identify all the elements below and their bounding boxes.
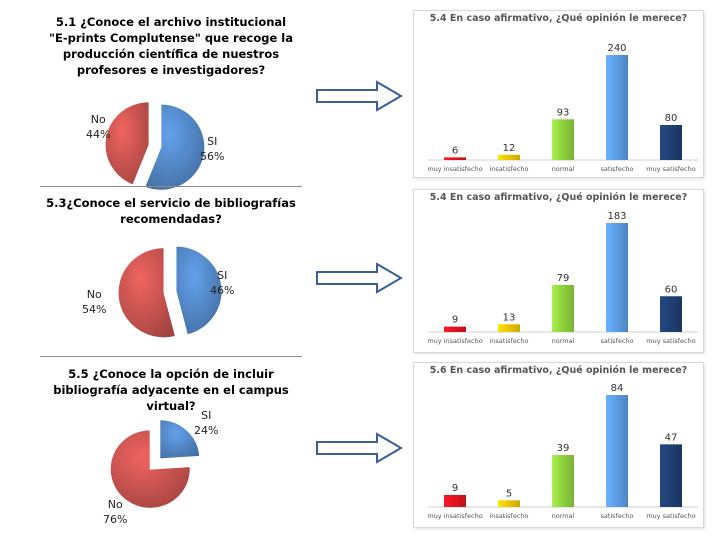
- pie-slice-si: [175, 245, 223, 336]
- bar-normal: [552, 119, 574, 160]
- bar-muy-insatisfecho: [444, 326, 466, 332]
- bar-normal: [552, 284, 574, 332]
- pie-chart-bibliografias: [117, 245, 223, 339]
- right-arrow-icon: [316, 80, 403, 112]
- bar-category-label: muy satisfecho: [646, 337, 695, 345]
- bar-chart-panel: 5.6 En caso afirmativo, ¿Qué opinión le …: [413, 362, 704, 528]
- bar-value-label: 183: [607, 211, 626, 222]
- bar-value-label: 60: [665, 284, 678, 295]
- pie-label-si: SI 24%: [194, 409, 219, 437]
- bar-category-label: normal: [552, 165, 575, 173]
- bar-value-label: 84: [611, 383, 624, 394]
- section-divider: [40, 186, 302, 187]
- bar-muy-insatisfecho: [444, 157, 466, 160]
- pie-chart-campus-virtual: [109, 419, 201, 509]
- bar-category-label: satisfecho: [600, 165, 633, 173]
- pie-slice-no: [117, 247, 177, 339]
- pie-label-no: No 54%: [82, 288, 107, 316]
- bar-satisfecho: [606, 395, 628, 507]
- bar-value-label: 12: [503, 143, 516, 154]
- bar-value-label: 79: [557, 273, 570, 284]
- bar-value-label: 240: [607, 43, 626, 54]
- bar-insatisfecho: [498, 154, 520, 160]
- bar-category-label: muy satisfecho: [646, 165, 695, 173]
- bar-insatisfecho: [498, 500, 520, 507]
- bar-muy-insatisfecho: [444, 495, 466, 507]
- bar-category-label: muy satisfecho: [646, 512, 695, 520]
- bar-satisfecho: [606, 223, 628, 332]
- bar-chart-eprints-opinion: 6 muy insatisfecho 12 insatisfecho 93 normal 2…: [427, 43, 698, 173]
- pie-chart-title: 5.1 ¿Conoce el archivo institucional "E-…: [49, 15, 293, 77]
- bar-category-label: insatisfecho: [490, 165, 529, 173]
- bar-category-label: muy insatisfecho: [427, 337, 482, 345]
- right-arrow-icon: [316, 432, 403, 464]
- bar-insatisfecho: [498, 324, 520, 332]
- bar-category-label: insatisfecho: [490, 337, 529, 345]
- pie-chart-eprints: [104, 101, 206, 191]
- pie-label-no: No 44%: [86, 113, 111, 141]
- bar-chart-campus-opinion: 9 muy insatisfecho 5 insatisfecho 39 normal 84…: [427, 383, 698, 520]
- bar-satisfecho: [606, 55, 628, 160]
- bar-normal: [552, 455, 574, 507]
- bar-chart-title: 5.4 En caso afirmativo, ¿Qué opinión le …: [429, 13, 688, 24]
- bar-value-label: 9: [452, 315, 458, 326]
- bar-value-label: 5: [506, 488, 512, 499]
- bar-category-label: normal: [552, 512, 575, 520]
- bar-value-label: 80: [665, 113, 678, 124]
- section-divider: [40, 356, 302, 357]
- bar-chart-panel: 5.4 En caso afirmativo, ¿Qué opinión le …: [413, 10, 704, 178]
- pie-label-no: No 76%: [103, 498, 128, 526]
- bar-value-label: 6: [452, 145, 458, 156]
- bar-value-label: 39: [557, 443, 570, 454]
- bar-chart-panel: 5.4 En caso afirmativo, ¿Qué opinión le …: [413, 189, 704, 353]
- bar-chart-title: 5.4 En caso afirmativo, ¿Qué opinión le …: [429, 192, 688, 203]
- pie-chart-title: 5.5 ¿Conoce la opción de incluir bibliog…: [53, 367, 289, 413]
- bar-category-label: muy insatisfecho: [427, 512, 482, 520]
- bar-muy-satisfecho: [660, 125, 682, 160]
- bar-value-label: 93: [557, 107, 570, 118]
- bar-muy-satisfecho: [660, 296, 682, 332]
- bar-value-label: 47: [665, 432, 678, 443]
- bar-category-label: insatisfecho: [490, 512, 529, 520]
- bar-chart-title: 5.6 En caso afirmativo, ¿Qué opinión le …: [429, 365, 688, 376]
- pie-slice-si: [144, 103, 206, 191]
- bar-category-label: normal: [552, 337, 575, 345]
- pie-label-si: SI 56%: [200, 135, 225, 163]
- bar-category-label: satisfecho: [600, 512, 633, 520]
- bar-category-label: satisfecho: [600, 337, 633, 345]
- pie-slice-no: [104, 101, 150, 186]
- bar-chart-bibliografias-opinion: 9 muy insatisfecho 13 insatisfecho 79 normal 1…: [427, 211, 698, 345]
- pie-chart-title: 5.3¿Conoce el servicio de bibliografías …: [46, 196, 296, 226]
- pie-slice-si: [159, 419, 201, 460]
- bar-category-label: muy insatisfecho: [427, 165, 482, 173]
- pie-slice-no: [109, 429, 191, 509]
- bar-value-label: 9: [452, 483, 458, 494]
- pie-label-si: SI 46%: [210, 269, 235, 297]
- right-arrow-icon: [316, 262, 403, 294]
- bar-muy-satisfecho: [660, 444, 682, 507]
- bar-value-label: 13: [503, 312, 516, 323]
